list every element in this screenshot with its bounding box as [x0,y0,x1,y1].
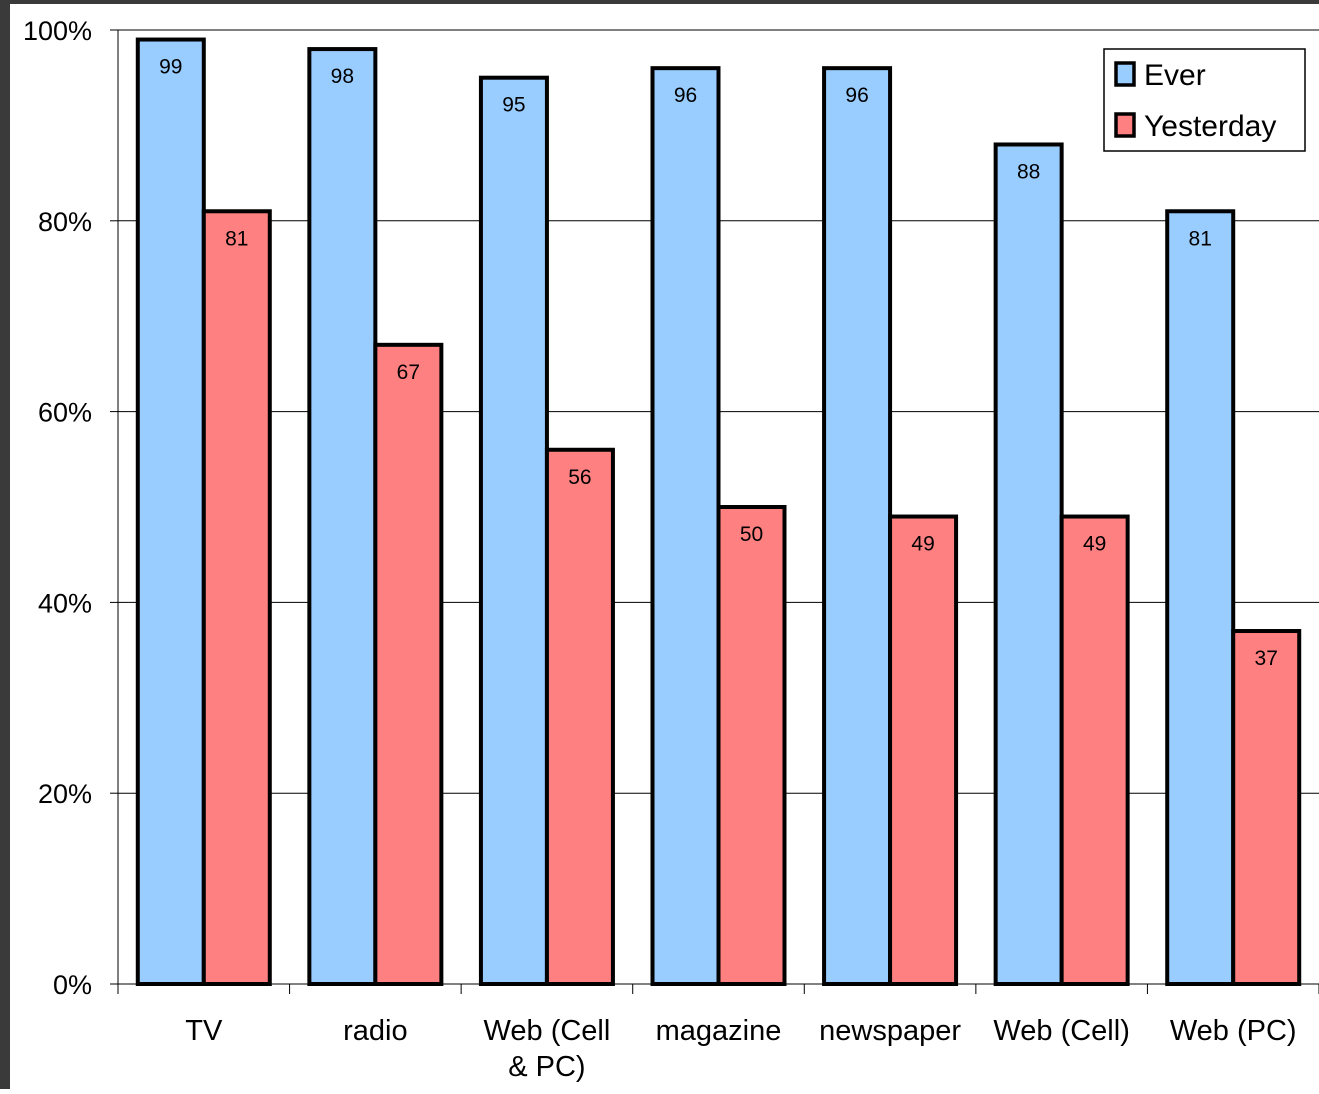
legend-swatch-yesterday [1114,112,1136,138]
bar-yesterday [201,209,272,986]
x-tick-label: radio [343,1015,408,1047]
data-label: 96 [674,84,697,107]
bar-ever [993,142,1064,987]
data-label: 81 [225,227,248,250]
x-tick-label: Web (PC) [1170,1015,1297,1047]
y-tick-label: 60% [38,398,92,428]
bar-ever [135,37,206,987]
data-label: 50 [740,523,763,546]
bar-ever [307,47,378,986]
data-label: 37 [1255,647,1278,670]
x-tick-label: magazine [656,1015,782,1047]
data-label: 67 [397,361,420,384]
data-label: 56 [568,466,591,489]
y-tick-label: 40% [38,588,92,618]
legend-label: Ever [1144,59,1206,92]
x-tick-label: Web (Cell) [993,1015,1129,1047]
bar-ever [650,66,721,987]
data-label: 99 [159,56,182,79]
x-tick-label: Web (Cell [484,1015,611,1047]
bar-yesterday [1059,514,1130,986]
bar-yesterday [716,505,787,986]
data-label: 49 [911,533,934,556]
bar-yesterday [888,514,959,986]
y-tick-label: 0% [53,970,92,1000]
bar-ever [1165,209,1236,986]
legend-label: Yesterday [1144,110,1276,143]
data-label: 81 [1189,227,1212,250]
frame-top-border [0,0,1319,4]
data-label: 49 [1083,533,1106,556]
data-label: 96 [845,84,868,107]
data-label: 95 [502,94,525,117]
y-tick-label: 20% [38,779,92,809]
bar-yesterday [544,447,615,986]
x-tick-label: & PC) [508,1051,585,1083]
legend-swatch-ever [1114,61,1136,87]
bar-yesterday [373,342,444,986]
x-tick-label: TV [185,1015,223,1047]
bar-ever [478,75,549,986]
data-label: 88 [1017,160,1040,183]
bar-ever [822,66,893,987]
y-tick-label: 80% [38,207,92,237]
y-tick-label: 100% [23,16,92,46]
legend [1103,48,1306,152]
x-tick-label: newspaper [819,1015,961,1047]
data-label: 98 [331,65,354,88]
bar-yesterday [1231,629,1302,987]
frame-left-border [0,0,10,1089]
